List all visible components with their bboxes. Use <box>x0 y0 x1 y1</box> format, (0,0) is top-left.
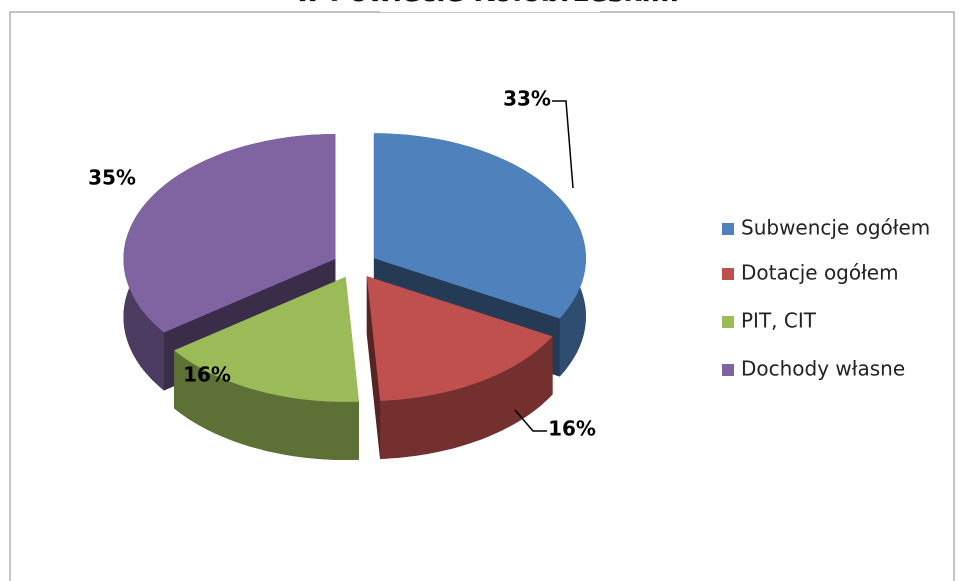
legend-label: PIT, CIT <box>741 309 817 333</box>
data-label: 35% <box>88 166 136 190</box>
legend-swatch <box>722 316 734 328</box>
slice-wall <box>174 350 359 460</box>
leader-line <box>514 409 547 432</box>
slice <box>366 276 553 459</box>
slice-top <box>373 133 586 319</box>
slice-top <box>174 276 359 402</box>
leader-line <box>552 100 574 189</box>
data-label: 33% <box>503 87 551 111</box>
slice <box>174 276 359 460</box>
data-label: 16% <box>183 363 231 387</box>
title-backdrop <box>380 0 600 12</box>
legend-swatch <box>722 268 734 280</box>
legend-label: Dochody własne <box>741 357 905 381</box>
chart-title: w Powiecie Kołobrzeskim <box>295 0 679 8</box>
slice-wall <box>380 336 553 459</box>
data-label: 16% <box>548 417 596 441</box>
legend-swatch <box>722 364 734 376</box>
legend-label: Dotacje ogółem <box>741 261 899 285</box>
slice-top <box>366 276 553 401</box>
slice-side <box>366 276 381 459</box>
legend-swatch <box>722 223 734 235</box>
slice-top <box>123 134 336 333</box>
legend-label: Subwencje ogółem <box>741 216 930 240</box>
